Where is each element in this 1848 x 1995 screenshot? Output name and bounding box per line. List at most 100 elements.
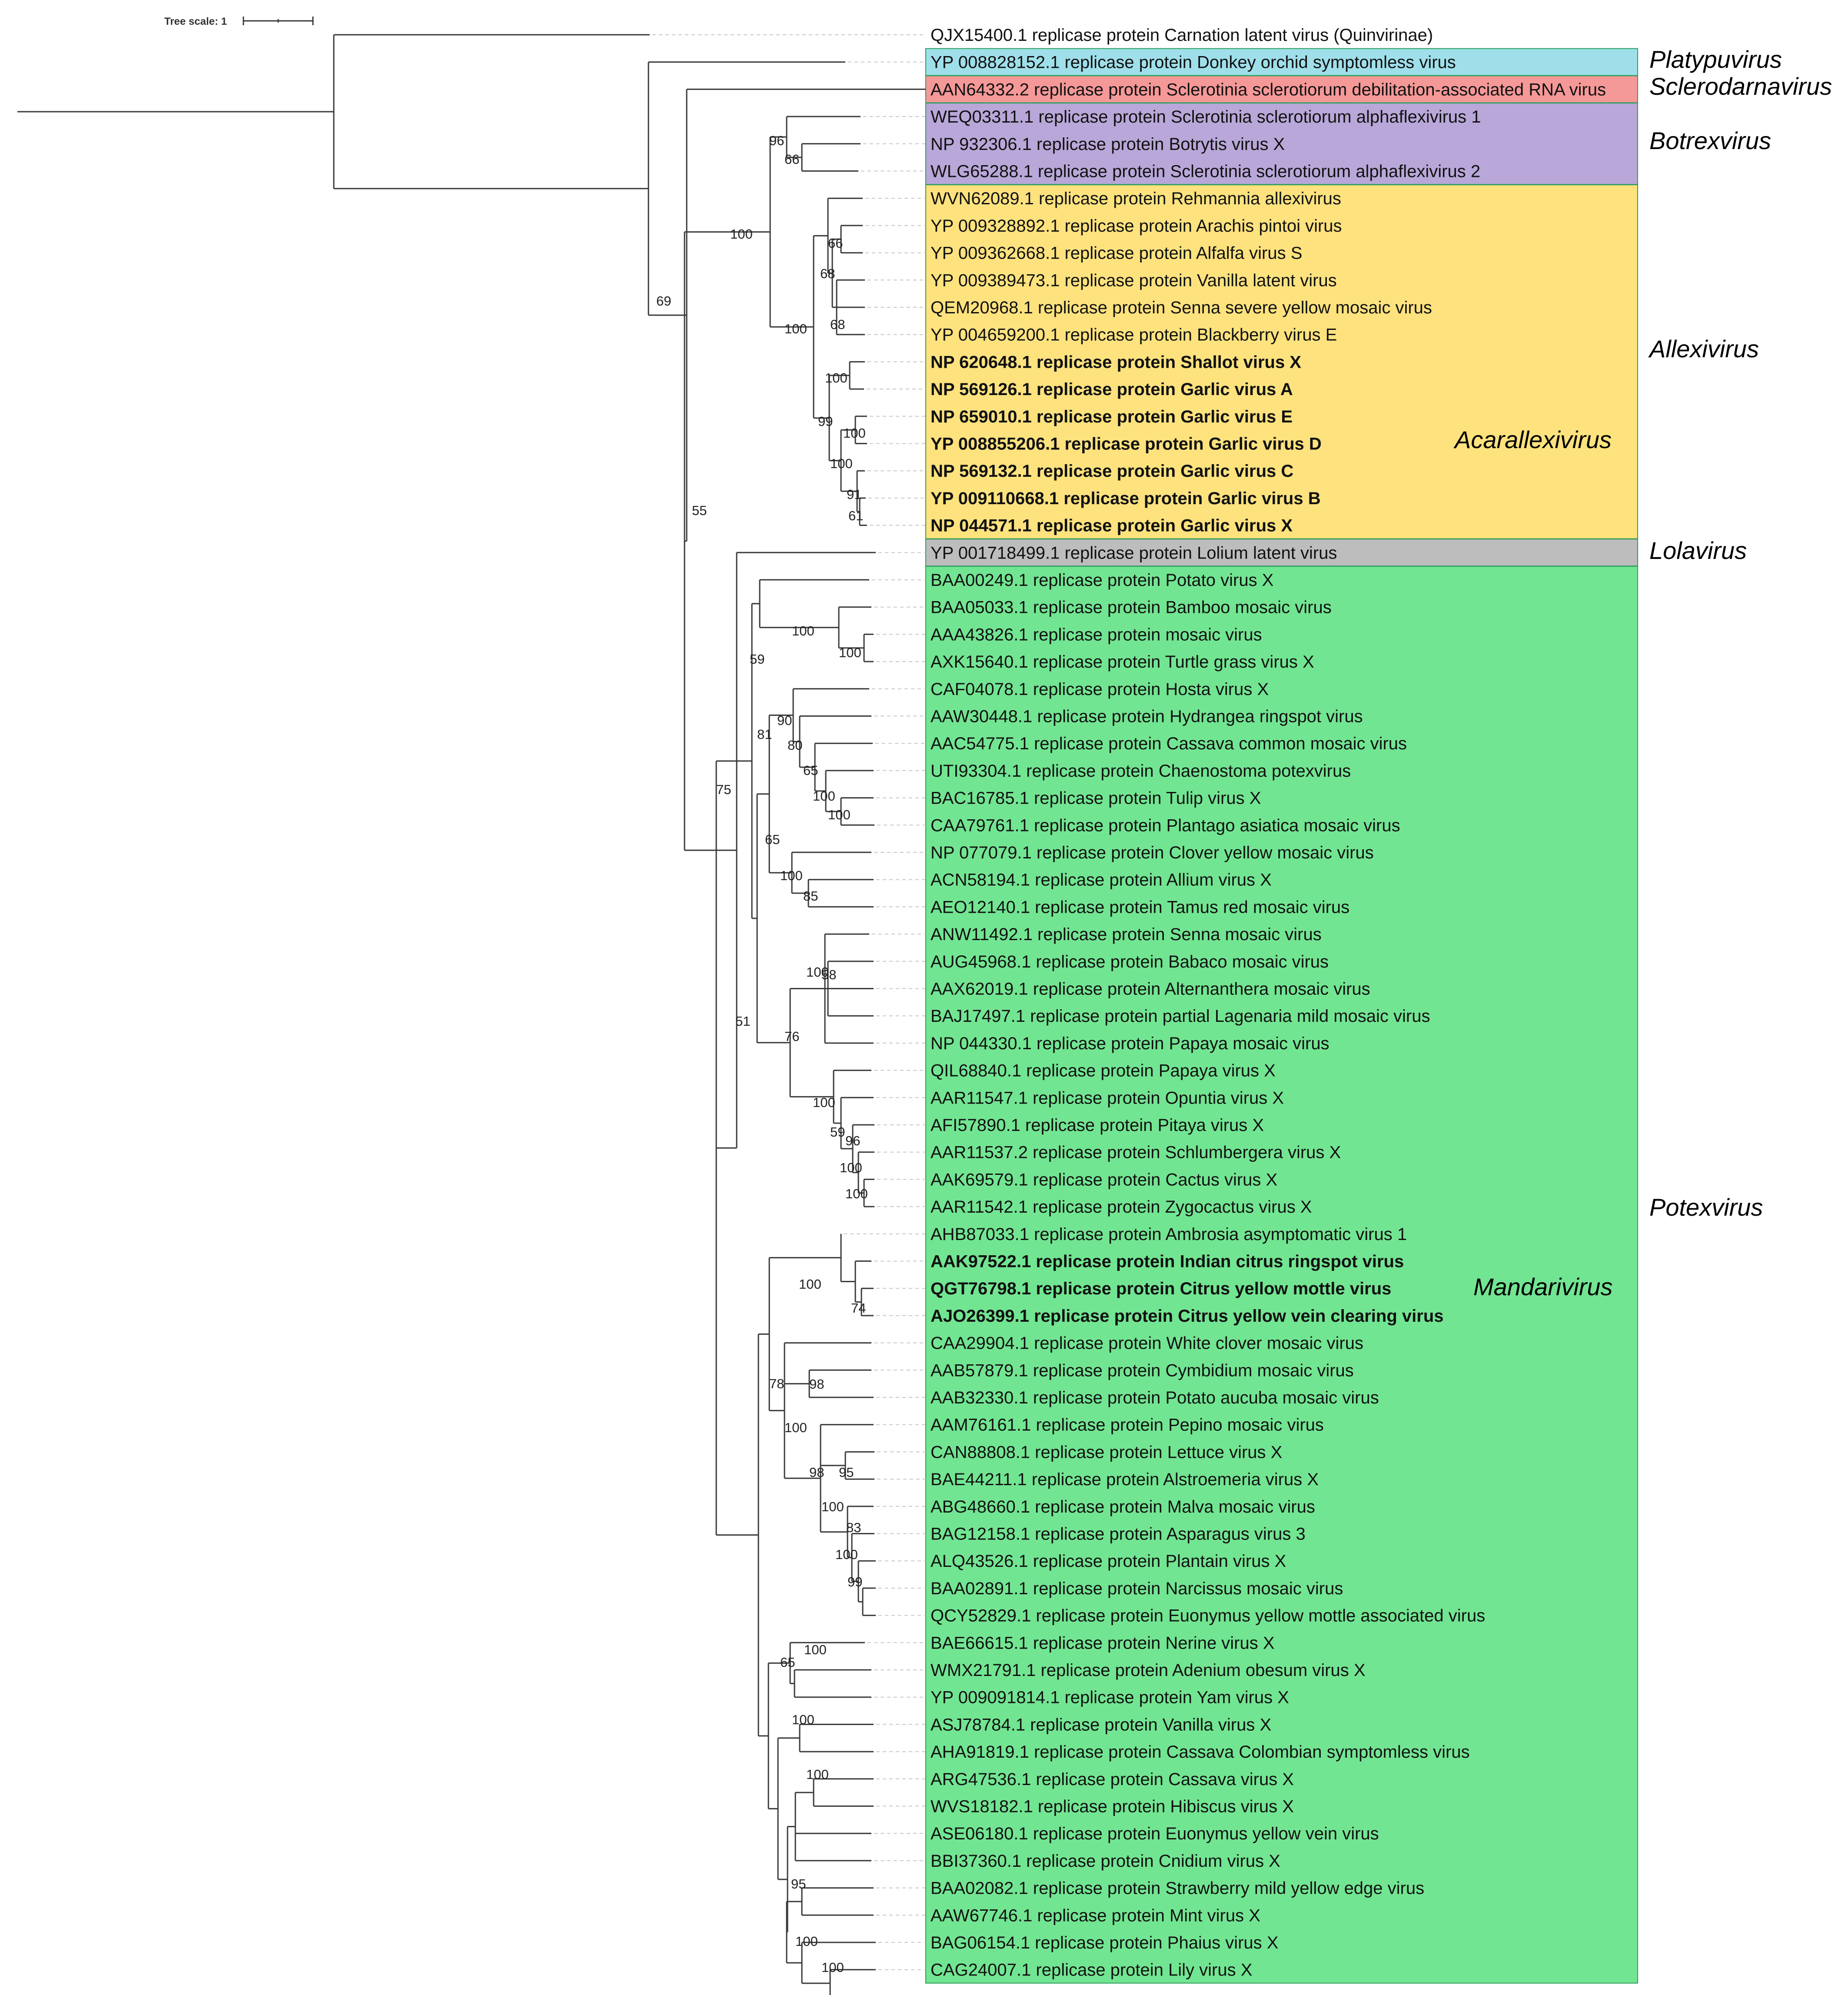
leaf-label: NP 569126.1 replicase protein Garlic vir… [931,380,1293,399]
bootstrap-value: 100 [806,964,829,980]
bootstrap-value: 100 [839,645,861,660]
bootstrap-value: 58 [821,967,836,982]
bootstrap-value: 74 [851,1300,866,1316]
bootstrap-value: 78 [769,1376,784,1391]
genus-potexvirus: Potexvirus [1649,1194,1763,1221]
leaf-label: YP 001718499.1 replicase protein Lolium … [931,543,1337,562]
bootstrap-value: 100 [795,1934,818,1949]
bootstrap-value: 96 [845,1133,860,1148]
leaf-label: CAG24007.1 replicase protein Lily virus … [931,1961,1252,1980]
genus-mandarivirus: Mandarivirus [1473,1273,1613,1300]
clade-band-potexvirus [925,566,1638,1984]
leaf-label: NP 620648.1 replicase protein Shallot vi… [931,352,1301,372]
leaf-label: QJX15400.1 replicase protein Carnation l… [931,26,1433,45]
leaf-label: CAA79761.1 replicase protein Plantago as… [931,816,1400,835]
leaf-label: BAE66615.1 replicase protein Nerine viru… [931,1633,1275,1653]
leaf-label: NP 569132.1 replicase protein Garlic vir… [931,462,1293,481]
leaf-label: BAE44211.1 replicase protein Alstroemeri… [931,1470,1319,1489]
leaf-label: AAA43826.1 replicase protein mosaic viru… [931,625,1262,644]
leaf-label: AHB87033.1 replicase protein Ambrosia as… [931,1225,1407,1244]
leaf-label: BBI37360.1 replicase protein Cnidium vir… [931,1852,1280,1871]
leaf-label: NP 659010.1 replicase protein Garlic vir… [931,407,1293,426]
bootstrap-value: 100 [840,1160,862,1175]
bootstrap-value: 76 [784,1029,799,1044]
leaf-label: ABG48660.1 replicase protein Malva mosai… [931,1497,1315,1516]
bootstrap-value: 65 [803,763,818,778]
leaf-label: AAB32330.1 replicase protein Potato aucu… [931,1388,1379,1407]
bootstrap-value: 68 [830,317,845,332]
leaf-label: CAA29904.1 replicase protein White clove… [931,1334,1363,1353]
leaf-label: AAR11537.2 replicase protein Schlumberge… [931,1143,1341,1162]
leaf-label: WLG65288.1 replicase protein Sclerotinia… [931,162,1480,181]
leaf-label: NP 932306.1 replicase protein Botrytis v… [931,135,1285,154]
leaf-label: BAA00249.1 replicase protein Potato viru… [931,571,1273,590]
bootstrap-value: 100 [784,1420,807,1435]
leaf-label: YP 009362668.1 replicase protein Alfalfa… [931,244,1302,263]
bootstrap-value: 100 [813,1095,835,1110]
leaf-label: AAK69579.1 replicase protein Cactus viru… [931,1170,1277,1189]
leaf-label: ACN58194.1 replicase protein Allium viru… [931,871,1272,890]
leaf-label: ASE06180.1 replicase protein Euonymus ye… [931,1824,1379,1843]
bootstrap-value: 100 [780,868,803,883]
bootstrap-value: 100 [799,1277,821,1292]
bootstrap-value: 80 [788,738,802,753]
genus-lolavirus: Lolavirus [1649,537,1747,564]
bootstrap-value: 100 [804,1642,827,1657]
leaf-label: AJO26399.1 replicase protein Citrus yell… [931,1307,1444,1326]
bootstrap-value: 66 [784,152,799,167]
leaf-label: AAM76161.1 replicase protein Pepino mosa… [931,1416,1324,1435]
bootstrap-value: 55 [692,503,707,518]
genus-labels: Platypuvirus Sclerodarnavirus Botrexviru… [1453,46,1832,1300]
leaf-label: QIL68840.1 replicase protein Papaya viru… [931,1061,1276,1081]
genus-platypuvirus: Platypuvirus [1649,46,1782,73]
leaf-label: AAW30448.1 replicase protein Hydrangea r… [931,707,1363,726]
bootstrap-value: 100 [821,1960,844,1975]
leaf-label: YP 009091814.1 replicase protein Yam vir… [931,1688,1289,1707]
bootstrap-value: 100 [830,456,853,471]
bootstrap-value: 61 [848,508,863,523]
leaf-label: QCY52829.1 replicase protein Euonymus ye… [931,1606,1485,1626]
leaf-label: BAA05033.1 replicase protein Bamboo mosa… [931,598,1332,617]
leaf-label: AAB57879.1 replicase protein Cymbidium m… [931,1361,1354,1380]
bootstrap-value: 100 [825,370,848,386]
bootstrap-value: 100 [813,788,835,804]
bootstrap-value: 68 [820,266,835,281]
bootstrap-value: 98 [809,1465,824,1480]
genus-botrexvirus: Botrexvirus [1649,127,1771,154]
bootstrap-value: 83 [846,1520,861,1535]
tree-scale-label: Tree scale: 1 [164,16,227,27]
bootstrap-value: 100 [806,1767,829,1782]
leaf-label: AHA91819.1 replicase protein Cassava Col… [931,1742,1470,1762]
leaf-label: ALQ43526.1 replicase protein Plantain vi… [931,1552,1286,1571]
clade-band-botrexvirus [925,103,1638,185]
clade-band-sclerodarnavirus [925,75,1638,103]
leaf-label: BAG06154.1 replicase protein Phaius viru… [931,1933,1278,1952]
leaf-label: AFI57890.1 replicase protein Pitaya viru… [931,1116,1264,1135]
bootstrap-value: 65 [780,1655,795,1670]
leaf-guide-lines [652,34,926,1970]
leaf-label: BAJ17497.1 replicase protein partial Lag… [931,1007,1430,1026]
bootstrap-value: 65 [765,832,780,847]
leaf-label: AAN64332.2 replicase protein Sclerotinia… [931,80,1606,99]
leaf-label: NP 044571.1 replicase protein Garlic vir… [931,516,1293,535]
bootstrap-value: 98 [809,1377,824,1392]
leaf-labels: QJX15400.1 replicase protein Carnation l… [931,26,1606,1980]
leaf-label: YP 009110668.1 replicase protein Garlic … [931,489,1321,508]
leaf-label: BAG12158.1 replicase protein Asparagus v… [931,1525,1306,1544]
genus-allexivirus: Allexivirus [1648,335,1759,362]
bootstrap-value: 69 [656,293,671,309]
leaf-label: AAC54775.1 replicase protein Cassava com… [931,734,1407,753]
leaf-label: NP 077079.1 replicase protein Clover yel… [931,843,1374,862]
leaf-label: AEO12140.1 replicase protein Tamus red m… [931,898,1349,917]
leaf-label: AXK15640.1 replicase protein Turtle gras… [931,652,1314,672]
bootstrap-values: 6696666868100100619110099100100100100591… [656,133,868,1975]
bootstrap-value: 59 [830,1124,845,1140]
clade-band-allexivirus [925,184,1638,539]
bootstrap-value: 95 [791,1876,806,1892]
leaf-label: CAN88808.1 replicase protein Lettuce vir… [931,1443,1282,1462]
bootstrap-value: 90 [777,713,792,728]
tree-scale: Tree scale: 1 [164,16,314,27]
bootstrap-value: 59 [750,652,764,667]
leaf-label: WVS18182.1 replicase protein Hibiscus vi… [931,1797,1294,1816]
